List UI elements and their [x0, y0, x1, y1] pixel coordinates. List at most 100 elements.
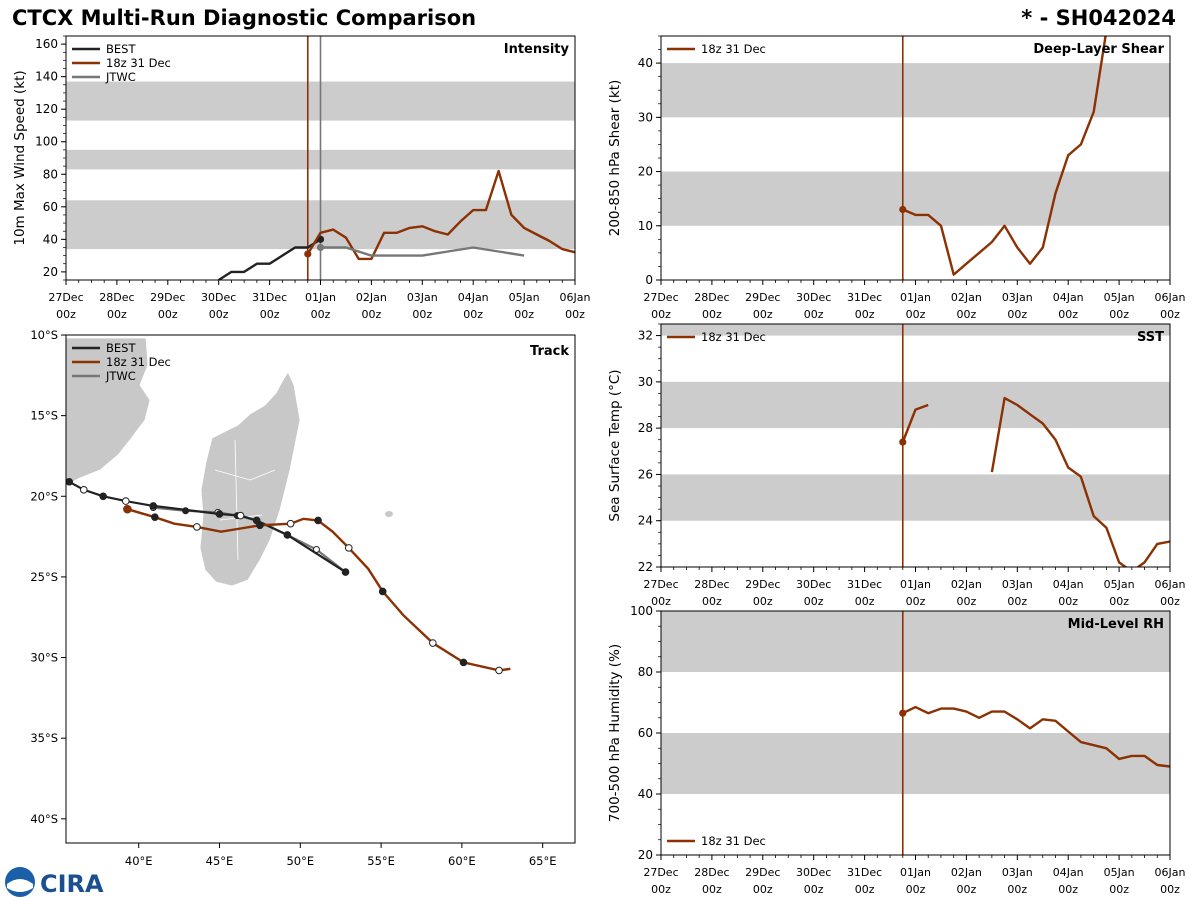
x-tick-label: 00z: [565, 308, 585, 321]
x-tick-label: 00z: [412, 308, 432, 321]
category-band: [661, 474, 1170, 521]
x-tick-label: 31Dec: [847, 578, 882, 591]
x-tick-label: 30Dec: [201, 291, 236, 304]
best-track-point: [283, 531, 292, 539]
x-tick-label: 02Jan: [951, 578, 982, 591]
x-tick-label: 01Jan: [900, 291, 931, 304]
x-tick-label: 28Dec: [694, 578, 729, 591]
x-tick-label: 27Dec: [643, 291, 678, 304]
y-tick-label: 140: [35, 70, 58, 84]
x-tick-label: 29Dec: [150, 291, 185, 304]
category-band: [661, 63, 1170, 118]
x-tick-label: 00z: [362, 308, 382, 321]
forecast-track-point: [429, 639, 437, 647]
y-tick-label: 60: [43, 200, 58, 214]
forecast-track-point: [459, 658, 468, 667]
legend-label: 18z 31 Dec: [701, 834, 766, 848]
plot-area: [661, 36, 1170, 280]
category-band: [661, 324, 1170, 336]
init-point: [899, 205, 907, 214]
x-tick-label: 00z: [906, 308, 926, 321]
best-track-point: [121, 497, 130, 505]
forecast-track-point: [123, 504, 132, 514]
x-tick-label: 00z: [1109, 883, 1129, 896]
x-tick-label: 00z: [514, 308, 534, 321]
chart-title: CTCX Multi-Run Diagnostic Comparison: [12, 6, 477, 30]
panel-title: Track: [530, 344, 569, 359]
panel-title: Deep-Layer Shear: [1033, 42, 1164, 57]
x-tick-label: 00z: [855, 308, 875, 321]
x-tick-label: 02Jan: [951, 291, 982, 304]
y-tick-label: 100: [630, 604, 653, 618]
x-tick-label: 04Jan: [458, 291, 489, 304]
x-tick-label: 00z: [753, 308, 773, 321]
x-tick-label: 29Dec: [745, 291, 780, 304]
x-tick-label: 06Jan: [1155, 866, 1186, 879]
x-tick-label: 00z: [463, 308, 483, 321]
x-tick-label: 27Dec: [48, 291, 83, 304]
forecast-track-point: [256, 521, 264, 530]
y-tick-label: 10: [638, 219, 653, 233]
x-tick-label: 31Dec: [252, 291, 287, 304]
x-tick-label: 00z: [311, 308, 331, 321]
x-tick-label: 30Dec: [796, 578, 831, 591]
lon-tick-label: 65°E: [529, 854, 557, 868]
x-tick-label: 00z: [1160, 595, 1180, 608]
y-axis-label: 700-500 hPa Humidity (%): [607, 644, 623, 822]
x-tick-label: 00z: [209, 308, 229, 321]
axes-frame: [660, 323, 1171, 568]
x-tick-label: 00z: [957, 883, 977, 896]
storm-id-label: * - SH042024: [1021, 6, 1176, 30]
y-axis-label: 10m Max Wind Speed (kt): [12, 70, 28, 245]
y-tick-label: 120: [35, 102, 58, 116]
y-tick-label: 20: [638, 848, 653, 862]
best-track-point: [149, 502, 158, 510]
reunion-island: [385, 511, 393, 517]
forecast-track-point: [344, 544, 353, 552]
forecast-track-point: [193, 523, 201, 531]
madagascar-landmass: [199, 371, 301, 587]
y-tick-label: 0: [645, 273, 653, 287]
x-tick-label: 00z: [1058, 595, 1078, 608]
legend-label: 18z 31 Dec: [701, 42, 766, 56]
best-track-line: [68, 480, 347, 574]
legend-label: 18z 31 Dec: [701, 330, 766, 344]
x-tick-label: 00z: [753, 883, 773, 896]
x-tick-label: 05Jan: [1104, 291, 1135, 304]
legend-label: JTWC: [105, 70, 136, 84]
x-tick-label: 00z: [1058, 883, 1078, 896]
shear-panel: 0 10 20 30 40 27Dec 00z 28Dec 00z 29Dec 00z 30Dec 00…: [607, 35, 1186, 321]
lon-tick-label: 55°E: [367, 854, 395, 868]
y-tick-label: 40: [638, 787, 653, 801]
legend-label: BEST: [106, 42, 136, 56]
forecast-track-point: [286, 519, 295, 528]
cira-logo: CIRA: [5, 867, 104, 898]
x-tick-label: 01Jan: [900, 866, 931, 879]
y-tick-label: 160: [35, 37, 58, 51]
series-line: [902, 36, 1107, 276]
x-tick-label: 28Dec: [694, 866, 729, 879]
y-tick-label: 80: [43, 167, 58, 181]
axes-frame: [65, 334, 576, 844]
x-tick-label: 00z: [753, 595, 773, 608]
y-tick-label: 100: [35, 135, 58, 149]
logo-text: CIRA: [40, 870, 104, 898]
x-tick-label: 03Jan: [1002, 291, 1033, 304]
forecast-track-point: [378, 587, 387, 596]
forecast-track-line: [127, 508, 511, 672]
lat-tick-label: 15°S: [30, 409, 58, 423]
best-track-point: [99, 492, 107, 501]
x-tick-label: 00z: [855, 595, 875, 608]
plot-area: [66, 36, 575, 280]
x-tick-label: 03Jan: [1002, 578, 1033, 591]
noaa-wave-icon: [7, 879, 33, 892]
x-tick-label: 27Dec: [643, 866, 678, 879]
x-tick-label: 06Jan: [1155, 291, 1186, 304]
legend-label: 18z 31 Dec: [106, 56, 171, 70]
y-tick-label: 20: [638, 165, 653, 179]
lon-tick-label: 40°E: [125, 854, 153, 868]
x-tick-label: 00z: [702, 595, 722, 608]
x-tick-label: 00z: [906, 595, 926, 608]
y-tick-label: 80: [638, 665, 653, 679]
x-tick-label: 04Jan: [1053, 578, 1084, 591]
